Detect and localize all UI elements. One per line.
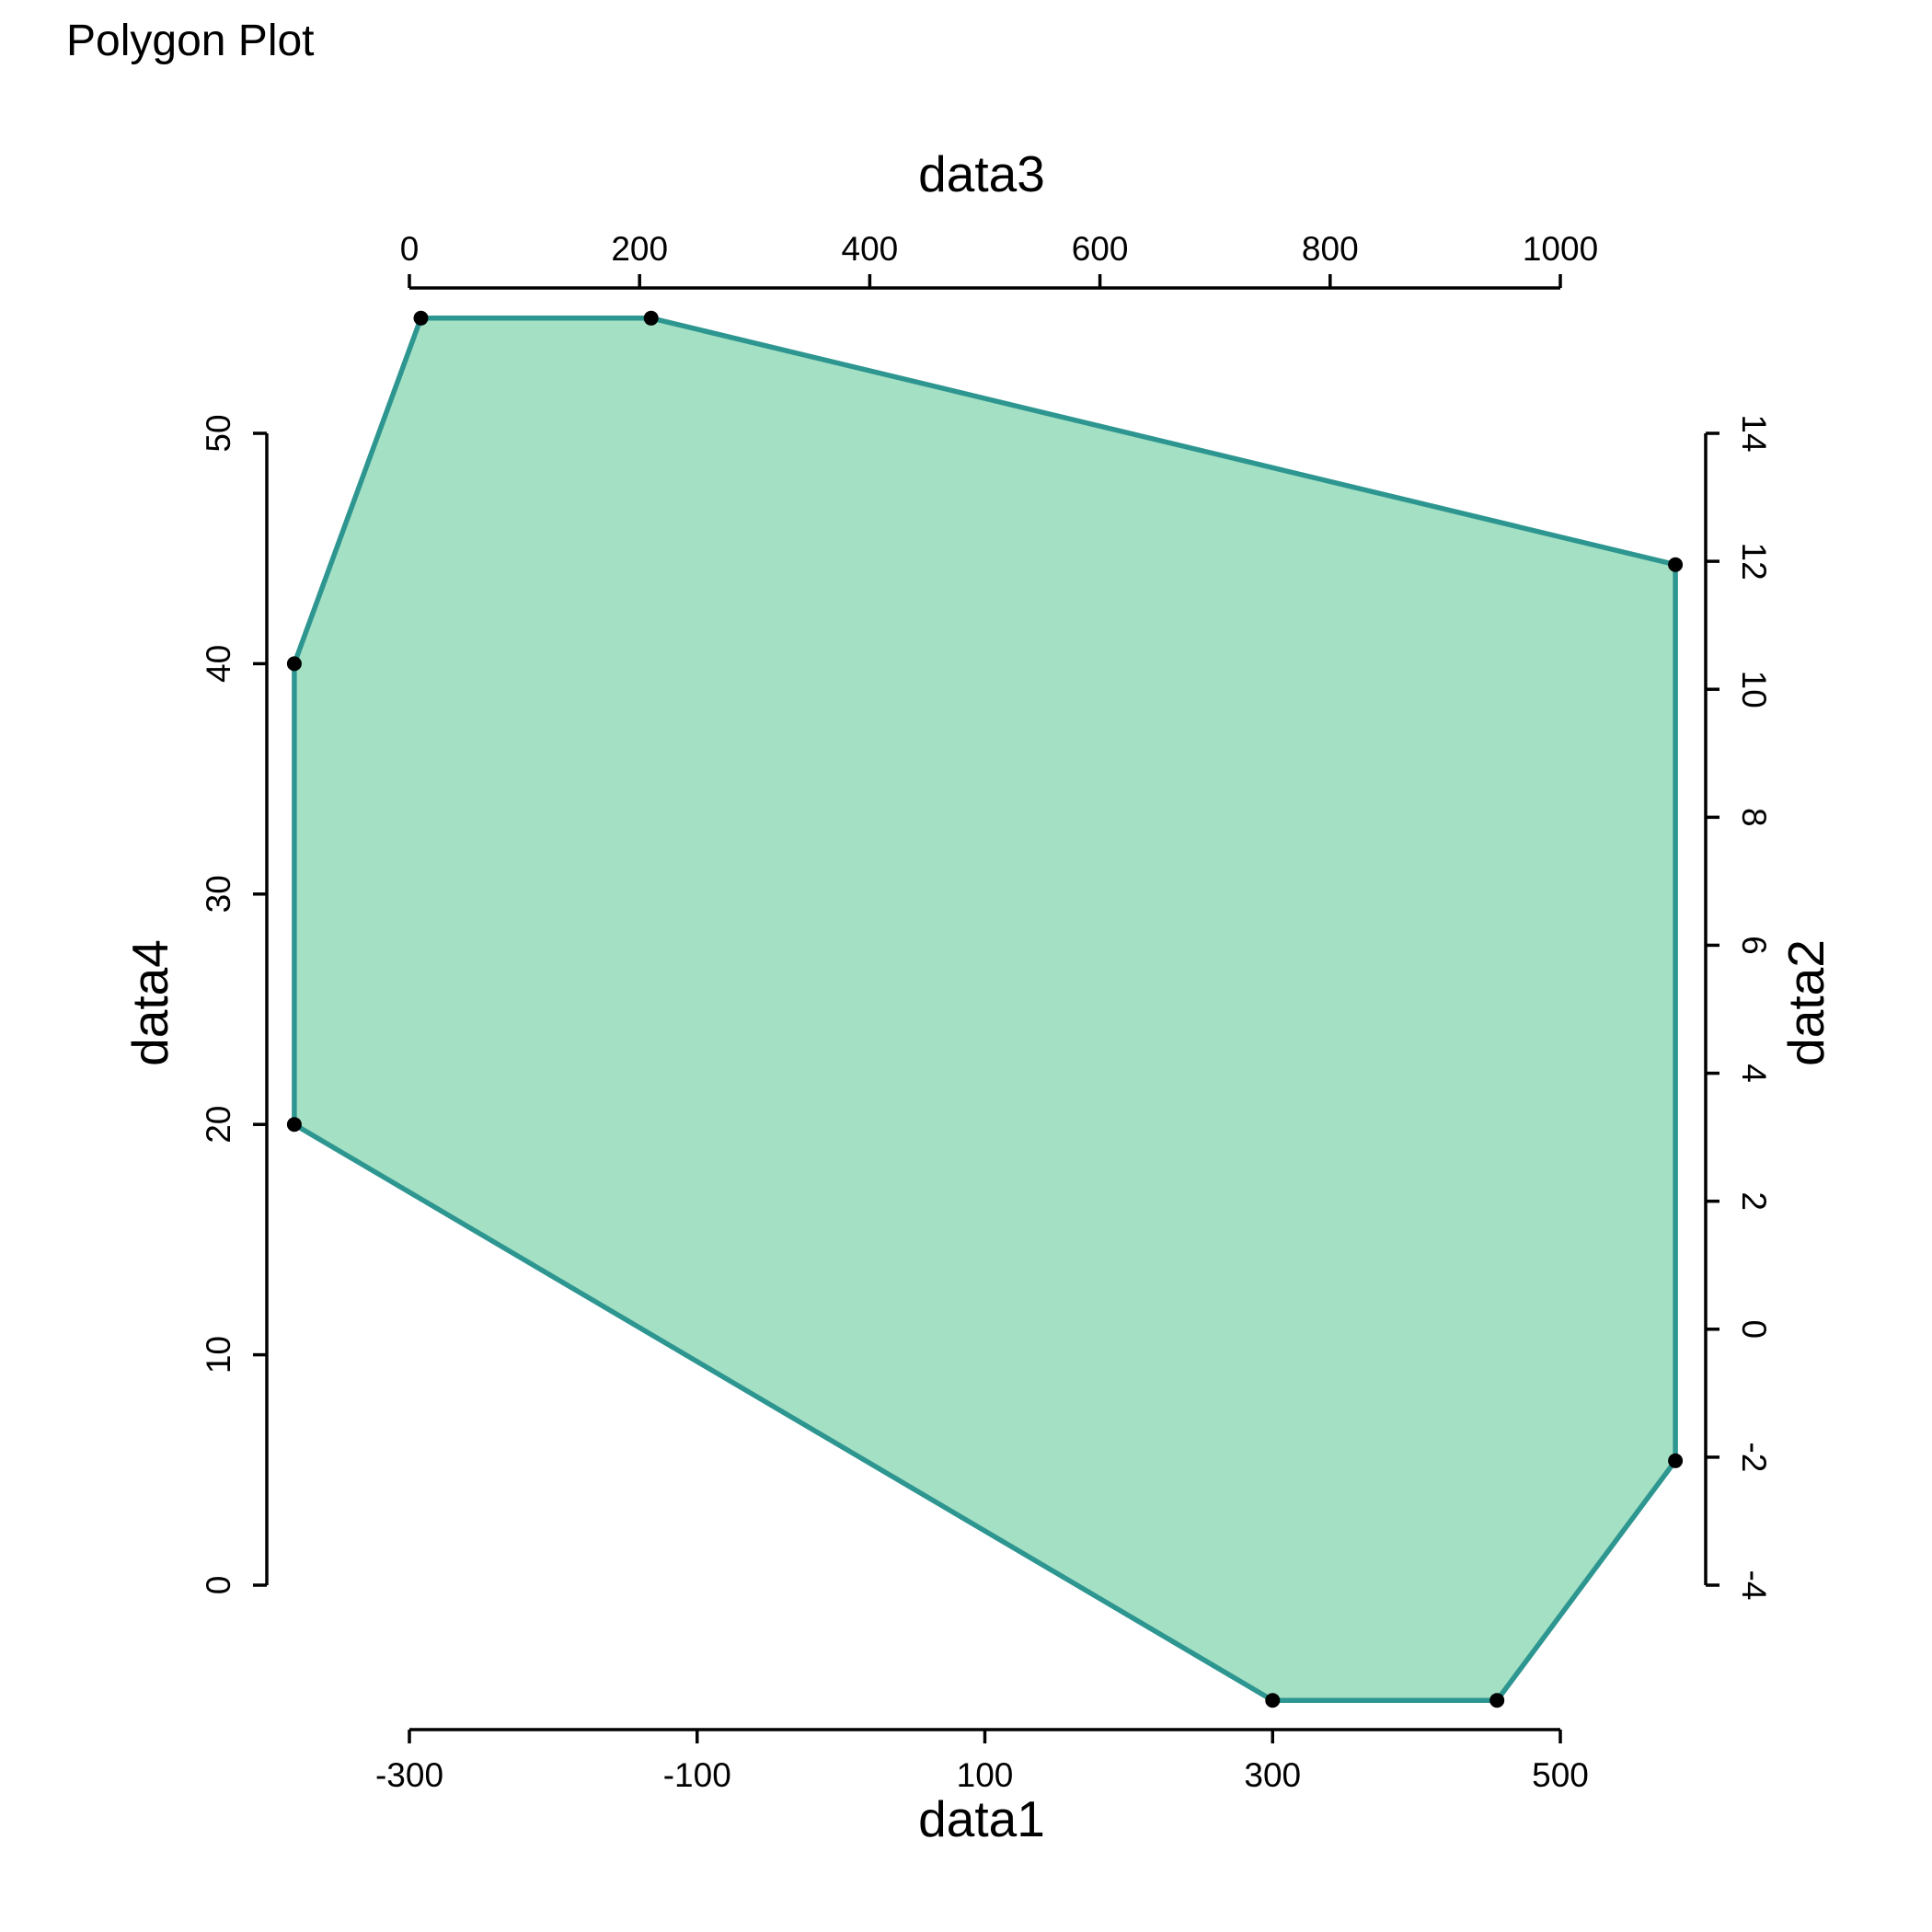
- polygon-vertex-marker: [286, 1117, 302, 1133]
- y-axis-left-tick-label: 50: [200, 414, 237, 452]
- polygon-vertex-marker: [1668, 1453, 1684, 1468]
- x-axis-top-tick-label: 400: [842, 230, 899, 268]
- x-axis-bottom-tick-label: -300: [375, 1756, 443, 1794]
- markers-layer: [286, 310, 1684, 1708]
- x-axis-top-tick-label: 1000: [1523, 230, 1598, 268]
- polygon-vertex-marker: [643, 310, 659, 326]
- y-axis-right-tick-label: 6: [1735, 936, 1773, 955]
- x-axis-top-label: data3: [918, 145, 1045, 202]
- y-axis-right-tick-label: 0: [1735, 1319, 1773, 1339]
- y-axis-left-tick-label: 20: [200, 1106, 237, 1144]
- polygon-vertex-marker: [1668, 557, 1684, 572]
- x-axis-top-tick-label: 200: [611, 230, 668, 268]
- y-axis-right-tick-label: 4: [1735, 1064, 1773, 1083]
- y-axis-right-tick-label: 8: [1735, 808, 1773, 827]
- polygon-shape: [292, 316, 1678, 1703]
- chart-title: Polygon Plot: [66, 17, 315, 65]
- y-axis-left-tick-label: 30: [200, 875, 237, 913]
- y-axis-right-label: data2: [1777, 939, 1834, 1066]
- y-axis-right-tick-label: 2: [1735, 1191, 1773, 1211]
- y-axis-left-tick-label: 40: [200, 645, 237, 683]
- x-axis-top-tick-label: 0: [400, 230, 420, 268]
- polygon-vertex-marker: [1265, 1693, 1281, 1708]
- polygon-layer: [292, 316, 1678, 1703]
- y-axis-right-tick-label: 10: [1735, 671, 1773, 708]
- polygon-vertex-marker: [1489, 1693, 1505, 1708]
- x-axis-top-tick-label: 800: [1302, 230, 1359, 268]
- y-axis-left-tick-label: 0: [200, 1576, 237, 1595]
- y-axis-right-tick-label: 14: [1735, 414, 1773, 452]
- y-axis-right-tick-label: -2: [1735, 1442, 1773, 1472]
- polygon-vertex-marker: [286, 656, 302, 672]
- x-axis-bottom-tick-label: 100: [957, 1756, 1014, 1794]
- polygon-vertex-marker: [413, 310, 429, 326]
- x-axis-bottom-tick-label: 300: [1244, 1756, 1301, 1794]
- x-axis-top-tick-label: 600: [1072, 230, 1129, 268]
- y-axis-right-tick-label: -4: [1735, 1570, 1773, 1601]
- x-axis-bottom-tick-label: 500: [1532, 1756, 1589, 1794]
- y-axis-left-tick-label: 10: [200, 1336, 237, 1374]
- y-axis-left-label: data4: [121, 939, 178, 1066]
- x-axis-bottom-tick-label: -100: [663, 1756, 731, 1794]
- y-axis-right-tick-label: 12: [1735, 543, 1773, 581]
- x-axis-bottom-label: data1: [918, 1790, 1045, 1847]
